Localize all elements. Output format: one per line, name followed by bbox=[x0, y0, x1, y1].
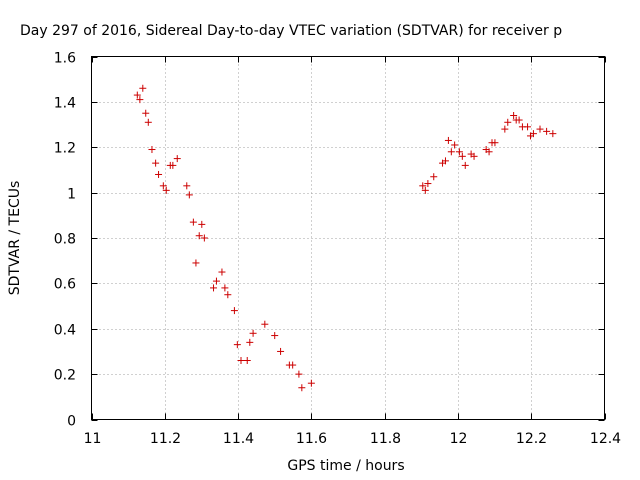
data-point bbox=[277, 347, 285, 355]
data-point bbox=[524, 123, 532, 131]
data-point bbox=[148, 146, 156, 154]
data-point bbox=[510, 111, 518, 119]
x-tick-label: 11.6 bbox=[296, 431, 327, 447]
x-tick-label: 11.4 bbox=[223, 431, 254, 447]
data-point bbox=[515, 116, 523, 124]
grid bbox=[91, 56, 605, 420]
data-point bbox=[470, 152, 478, 160]
data-point bbox=[458, 152, 466, 160]
data-point bbox=[298, 384, 306, 392]
data-point bbox=[461, 161, 469, 169]
data-point bbox=[246, 338, 254, 346]
data-point bbox=[491, 139, 499, 147]
data-point bbox=[307, 379, 315, 387]
data-point bbox=[152, 159, 160, 167]
data-point bbox=[441, 157, 449, 165]
data-point bbox=[451, 141, 459, 149]
y-tick-label: 1.4 bbox=[54, 96, 76, 112]
data-point bbox=[144, 118, 152, 126]
data-point bbox=[243, 357, 251, 365]
data-point bbox=[444, 136, 452, 144]
data-point bbox=[224, 291, 232, 299]
x-axis-label: GPS time / hours bbox=[287, 458, 404, 474]
axis-ticks bbox=[91, 56, 606, 421]
y-tick-label: 0.8 bbox=[54, 232, 76, 248]
y-tick-label: 1 bbox=[67, 187, 76, 203]
data-point bbox=[192, 259, 200, 267]
data-point bbox=[185, 191, 193, 199]
data-point bbox=[447, 148, 455, 156]
data-point bbox=[430, 173, 438, 181]
data-point bbox=[155, 170, 163, 178]
y-tick-label: 0.2 bbox=[54, 368, 76, 384]
data-point bbox=[189, 218, 197, 226]
data-point bbox=[529, 130, 537, 138]
data-point bbox=[212, 277, 220, 285]
data-point bbox=[173, 155, 181, 163]
y-tick-label: 0 bbox=[67, 414, 76, 430]
data-point bbox=[271, 332, 279, 340]
plot-frame bbox=[91, 56, 605, 420]
data-point bbox=[501, 125, 509, 133]
x-tick-label: 12.4 bbox=[590, 431, 621, 447]
data-point bbox=[142, 109, 150, 117]
y-tick-label: 1.6 bbox=[54, 51, 76, 67]
data-point bbox=[289, 361, 297, 369]
data-point bbox=[183, 182, 191, 190]
data-point bbox=[159, 182, 167, 190]
y-tick-label: 0.4 bbox=[54, 323, 76, 339]
data-point bbox=[169, 161, 177, 169]
data-point bbox=[455, 148, 463, 156]
data-point bbox=[210, 284, 218, 292]
data-point bbox=[295, 370, 303, 378]
data-point bbox=[485, 148, 493, 156]
y-axis-label: SDTVAR / TECUs bbox=[7, 181, 23, 296]
y-tick-label: 1.2 bbox=[54, 141, 76, 157]
data-point bbox=[237, 357, 245, 365]
x-tick-label: 12 bbox=[450, 431, 468, 447]
y-tick-labels: 0 0.2 0.4 0.6 0.8 1 1.2 1.4 1.6 bbox=[54, 51, 76, 430]
data-point bbox=[543, 127, 551, 135]
data-point bbox=[218, 268, 226, 276]
data-point bbox=[424, 180, 432, 188]
data-point bbox=[136, 96, 144, 104]
data-point bbox=[419, 182, 427, 190]
data-point bbox=[249, 329, 257, 337]
y-tick-label: 0.6 bbox=[54, 277, 76, 293]
x-tick-labels: 11 11.2 11.4 11.6 11.8 12 12.2 12.4 bbox=[84, 431, 622, 447]
x-tick-label: 11 bbox=[84, 431, 102, 447]
data-point bbox=[230, 307, 238, 315]
data-point bbox=[549, 130, 557, 138]
data-point bbox=[233, 341, 241, 349]
data-point bbox=[421, 186, 429, 194]
data-point bbox=[261, 320, 269, 328]
x-tick-label: 12.2 bbox=[516, 431, 547, 447]
data-point bbox=[200, 234, 208, 242]
data-point bbox=[162, 186, 170, 194]
data-point bbox=[198, 220, 206, 228]
data-point bbox=[536, 125, 544, 133]
data-point bbox=[133, 91, 141, 99]
chart-title: Day 297 of 2016, Sidereal Day-to-day VTE… bbox=[20, 23, 562, 39]
x-tick-label: 11.2 bbox=[150, 431, 181, 447]
data-point bbox=[195, 232, 203, 240]
data-point bbox=[504, 118, 512, 126]
x-tick-label: 11.8 bbox=[370, 431, 401, 447]
data-point bbox=[221, 284, 229, 292]
data-point bbox=[139, 84, 147, 92]
data-series bbox=[133, 84, 557, 392]
